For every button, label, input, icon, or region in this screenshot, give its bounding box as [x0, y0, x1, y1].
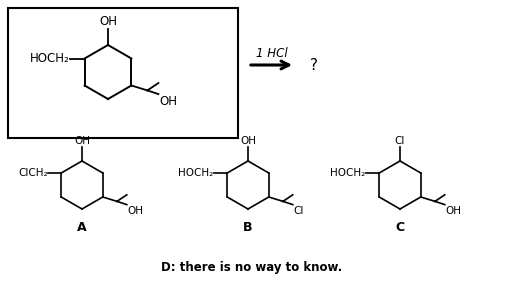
- Text: HOCH₂: HOCH₂: [178, 168, 214, 178]
- Text: 1 HCl: 1 HCl: [256, 47, 287, 60]
- Text: Cl: Cl: [395, 136, 405, 146]
- Text: OH: OH: [160, 95, 177, 108]
- Text: ?: ?: [310, 57, 318, 72]
- Text: HOCH₂: HOCH₂: [29, 52, 69, 65]
- Text: C: C: [395, 221, 405, 234]
- Bar: [8, 8, 238, 138]
- Text: Cl: Cl: [294, 206, 304, 216]
- Text: OH: OH: [99, 15, 117, 28]
- Text: B: B: [243, 221, 252, 234]
- Text: D: there is no way to know.: D: there is no way to know.: [162, 261, 342, 275]
- Text: OH: OH: [74, 136, 90, 146]
- Text: ClCH₂: ClCH₂: [18, 168, 47, 178]
- Text: OH: OH: [128, 206, 144, 216]
- Text: OH: OH: [240, 136, 256, 146]
- Text: HOCH₂: HOCH₂: [330, 168, 366, 178]
- Text: A: A: [77, 221, 87, 234]
- Text: OH: OH: [446, 206, 462, 216]
